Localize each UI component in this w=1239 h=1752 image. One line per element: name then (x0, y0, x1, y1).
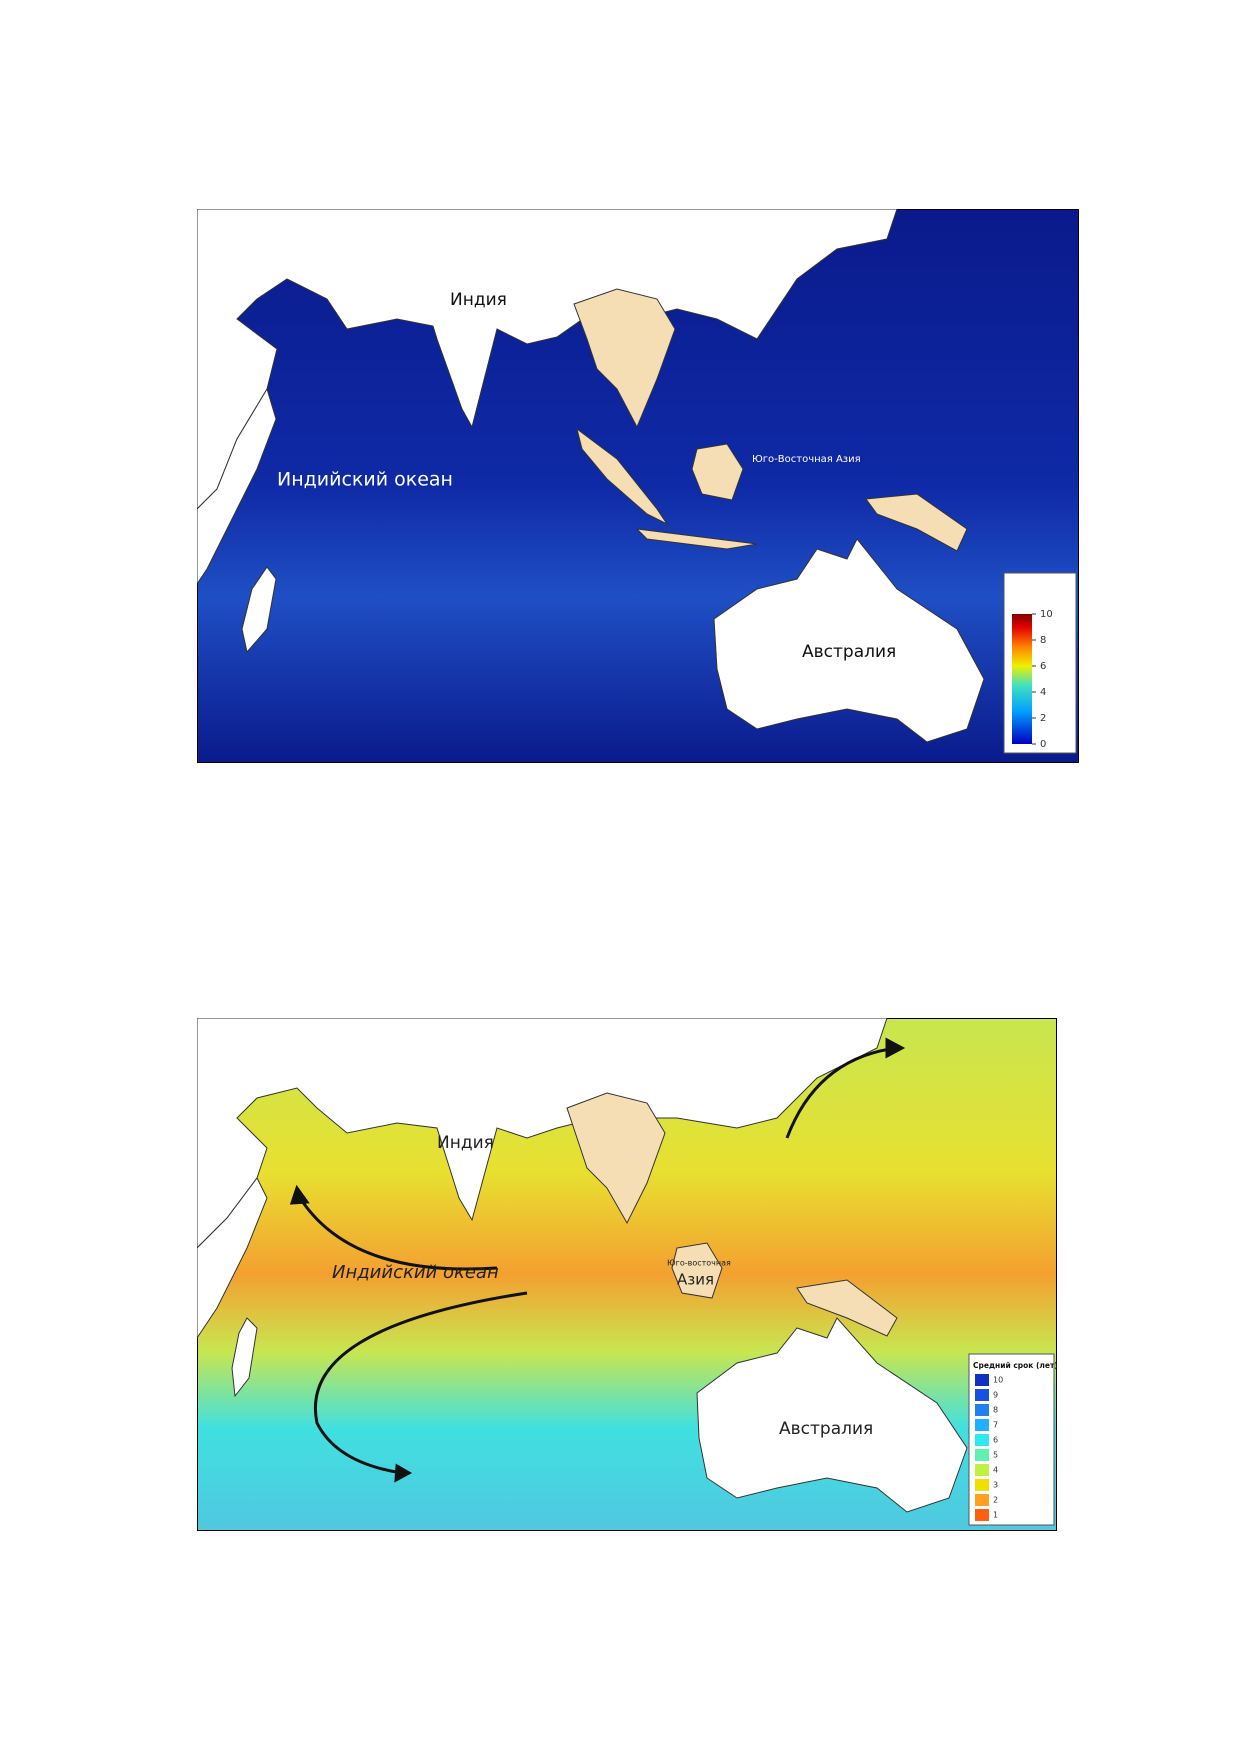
legend-tick-label: 4 (993, 1466, 998, 1475)
legend-title: Средний срок (лет) (973, 1361, 1057, 1370)
legend: 0 2 4 6 8 10 (1003, 572, 1077, 754)
land-new-guinea (865, 493, 968, 552)
label-sea: Азия (677, 1271, 714, 1289)
legend-tick-label: 6 (993, 1436, 998, 1445)
land-asia (197, 209, 898, 510)
label-australia: Австралия (779, 1419, 873, 1439)
land-australia (696, 1317, 968, 1513)
legend-tick-label: 6 (1040, 661, 1046, 672)
land-sumatra (576, 427, 669, 526)
arrows (289, 1037, 906, 1483)
arrow (785, 1046, 898, 1139)
legend-swatch (975, 1404, 989, 1416)
legend-tick-label: 4 (1040, 687, 1046, 698)
legend-swatch (975, 1419, 989, 1431)
land-indochina (566, 1092, 666, 1225)
legend-swatch (975, 1389, 989, 1401)
legend: Средний срок (лет) 10 9 8 7 6 5 4 3 2 1 (968, 1353, 1057, 1526)
label-australia: Австралия (802, 642, 896, 662)
land-africa (197, 387, 277, 585)
land-indochina (573, 288, 676, 429)
legend-tick-label: 8 (993, 1406, 998, 1415)
land-borneo (691, 443, 744, 501)
land-borneo (671, 1242, 723, 1299)
legend-tick-label: 1 (993, 1511, 998, 1520)
land-asia (197, 1018, 888, 1249)
legend-swatch (975, 1449, 989, 1461)
land-madagascar (231, 1317, 258, 1398)
label-india: Индия (437, 1133, 494, 1153)
legend-tick-label: 10 (993, 1376, 1003, 1385)
map-concentration: Индия Индийский океан Юго-Восточная Азия… (197, 209, 1079, 763)
arrow (295, 1192, 498, 1271)
legend-swatch (975, 1509, 989, 1521)
label-india: Индия (450, 290, 507, 310)
legend-tick-label: 2 (1040, 713, 1046, 724)
legend-tick-label: 3 (993, 1481, 998, 1490)
land-australia (713, 538, 985, 743)
legend-swatch (975, 1494, 989, 1506)
legend-tick-label: 5 (993, 1451, 998, 1460)
label-ocean: Индийский океан (277, 469, 453, 491)
legend-swatch (975, 1464, 989, 1476)
legend-tick-label: 10 (1040, 609, 1053, 620)
legend-swatch (975, 1374, 989, 1386)
label-ocean: Индийский океан (332, 1262, 499, 1283)
legend-tick-label: 8 (1040, 635, 1046, 646)
map-lifetime: Индия Индийский океан Юго-восточная Азия… (197, 1018, 1057, 1531)
label-sea: Юго-восточная (667, 1259, 731, 1268)
legend-swatch (975, 1434, 989, 1446)
land-java (635, 528, 758, 550)
legend-tick-label: 9 (993, 1391, 998, 1400)
land-madagascar (241, 566, 277, 654)
legend-tick-label: 2 (993, 1496, 998, 1505)
land-new-guinea (796, 1279, 898, 1337)
label-sea: Юго-Восточная Азия (752, 454, 861, 465)
arrow-heads (289, 1037, 906, 1483)
arrow (314, 1291, 528, 1475)
legend-tick-label: 7 (993, 1421, 998, 1430)
legend-tick-label: 0 (1040, 739, 1046, 750)
legend-swatch (975, 1479, 989, 1491)
colorbar (1012, 614, 1032, 744)
land-africa (197, 1177, 268, 1339)
